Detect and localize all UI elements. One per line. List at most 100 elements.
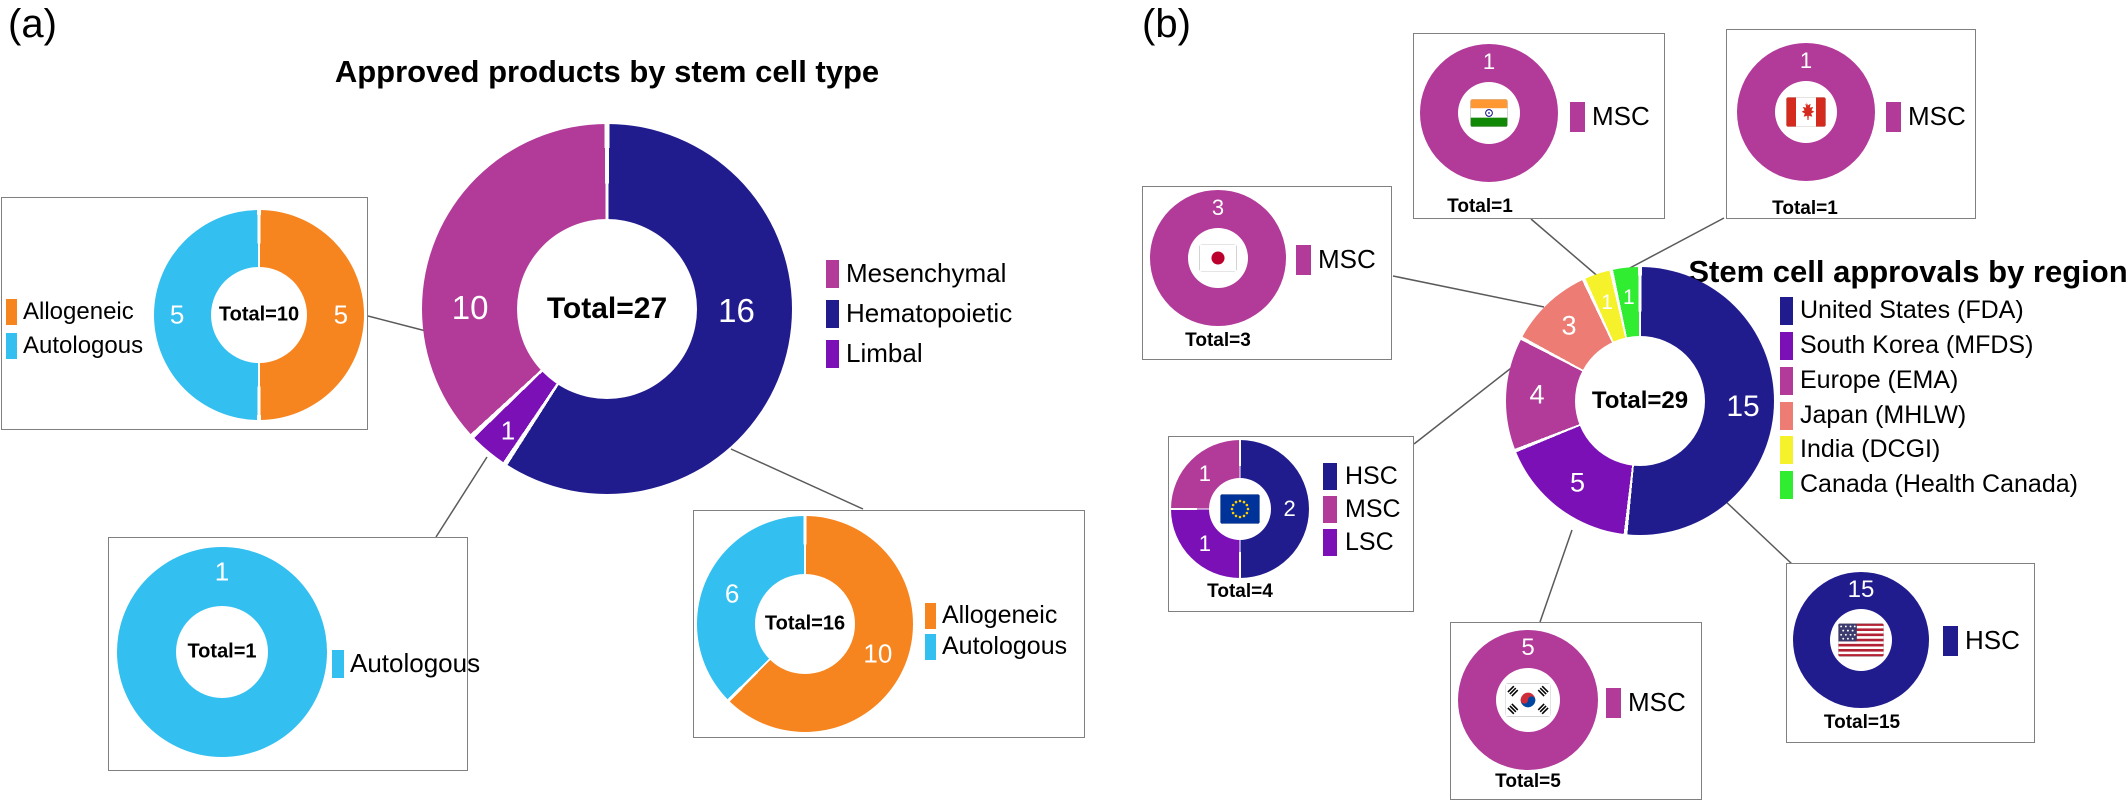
legend-item-msc: MSC	[1570, 101, 1650, 132]
legend-item-autologous: Autologous	[332, 648, 480, 679]
mesenchymal-source-donut: Total=10 5 5	[154, 210, 364, 420]
legend-label: Mesenchymal	[846, 258, 1007, 288]
japan-flag-icon	[1199, 244, 1237, 272]
legend-item-south-korea: South Korea (MFDS)	[1780, 331, 2033, 360]
canada-donut: 1	[1737, 43, 1875, 181]
legend-label: India (DCGI)	[1800, 435, 1941, 463]
panel-b-title: Stem cell approvals by region	[1688, 254, 2128, 289]
segment-value-label: 10	[863, 638, 893, 669]
panel-a-title: Approved products by stem cell type	[334, 54, 880, 89]
segment-value-label: 4	[1529, 379, 1545, 410]
legend-swatch	[826, 339, 839, 368]
legend-item-india: India (DCGI)	[1780, 435, 1940, 464]
segment-value-label: 5	[1570, 467, 1586, 498]
connector-line	[1392, 275, 1545, 308]
legend-swatch	[826, 299, 839, 328]
legend-label: MSC	[1592, 101, 1650, 131]
donut-total-label: Total=1	[187, 640, 257, 663]
donut-total-label: Total=29	[1591, 387, 1689, 414]
segment-value-label: 1	[1198, 460, 1211, 486]
legend-label: HSC	[1345, 462, 1398, 490]
segment-value-label: 1	[214, 556, 230, 587]
legend-swatch	[6, 333, 17, 359]
donut-total-label: Total=27	[546, 292, 668, 325]
segment-value-label: 1	[1601, 291, 1613, 315]
legend-swatch	[1570, 101, 1585, 132]
legend-label: Japan (MHLW)	[1800, 401, 1967, 429]
japan-donut: 3	[1150, 190, 1286, 326]
connector-line	[1413, 364, 1516, 445]
united-states-donut: 15	[1793, 572, 1929, 708]
legend-item-msc: MSC	[1886, 101, 1966, 132]
segment-value-label: 5	[169, 299, 185, 330]
segment-value-label: 3	[1211, 194, 1225, 220]
total-label-south-korea: Total=5	[1495, 771, 1561, 792]
legend-swatch	[826, 259, 839, 288]
legend-swatch	[332, 649, 344, 678]
donut-total-label: Total=10	[218, 303, 300, 326]
legend-item-allogeneic: Allogeneic	[6, 298, 134, 326]
segment-value-label: 5	[1521, 634, 1535, 662]
legend-label: MSC	[1908, 101, 1966, 131]
segment-value-label: 2	[1283, 496, 1296, 521]
legend-label: Autologous	[350, 648, 481, 678]
legend-item-canada: Canada (Health Canada)	[1780, 470, 2078, 499]
south-korea-donut: 5	[1458, 630, 1598, 770]
legend-label: Canada (Health Canada)	[1800, 470, 2078, 498]
india-donut: 1	[1420, 44, 1558, 182]
legend-item-europe: Europe (EMA)	[1780, 366, 1958, 395]
total-label-canada: Total=1	[1772, 198, 1838, 219]
legend-swatch	[6, 299, 17, 325]
legend-swatch	[1780, 435, 1793, 464]
segment-value-label: 1	[500, 415, 516, 446]
total-label-united-states: Total=15	[1823, 712, 1901, 733]
legend-item-msc: MSC	[1323, 495, 1401, 524]
limbal-source-donut: Total=1 1	[117, 547, 327, 757]
panel-b-tag: (b)	[1142, 2, 1191, 46]
connector-line	[1721, 497, 1793, 565]
connector-line	[1530, 218, 1602, 280]
legend-swatch	[1323, 463, 1337, 490]
legend-item-united-states: United States (FDA)	[1780, 296, 2024, 325]
connector-line	[367, 315, 427, 332]
legend-label: HSC	[1965, 625, 2020, 655]
legend-item-hematopoietic: Hematopoietic	[826, 298, 1012, 329]
legend-label: Limbal	[846, 338, 923, 368]
legend-swatch	[1296, 244, 1311, 275]
legend-swatch	[1323, 529, 1337, 556]
segment-value-label: 5	[333, 299, 349, 330]
legend-item-hsc: HSC	[1943, 625, 2020, 656]
segment-value-label: 3	[1561, 310, 1577, 341]
legend-swatch	[1886, 101, 1901, 132]
legend-item-lsc: LSC	[1323, 528, 1394, 557]
segment-value-label: 15	[1847, 575, 1875, 603]
legend-swatch	[1780, 401, 1793, 430]
connector-line	[1539, 529, 1573, 623]
legend-swatch	[1606, 687, 1621, 718]
legend-item-japan: Japan (MHLW)	[1780, 401, 1966, 430]
segment-value-label: 1	[1799, 47, 1813, 73]
legend-label: Autologous	[942, 632, 1068, 660]
south-korea-flag-icon	[1505, 683, 1551, 717]
legend-label: Hematopoietic	[846, 298, 1013, 328]
connector-line	[730, 448, 864, 510]
legend-swatch	[925, 602, 936, 629]
legend-swatch	[1780, 296, 1793, 325]
legend-item-hsc: HSC	[1323, 462, 1398, 491]
legend-swatch	[925, 633, 936, 660]
stem-cell-type-donut: Total=27 16 1 10	[422, 124, 792, 494]
europe-donut: 2 1 1	[1171, 440, 1309, 578]
connector-line	[435, 456, 488, 538]
legend-label: MSC	[1318, 244, 1376, 274]
legend-item-limbal: Limbal	[826, 338, 923, 369]
segment-value-label: 10	[451, 288, 489, 326]
legend-label: Allogeneic	[23, 298, 134, 325]
segment-value-label: 6	[724, 578, 740, 609]
total-label-japan: Total=3	[1185, 330, 1251, 351]
legend-item-autologous: Autologous	[6, 332, 143, 360]
canada-flag-icon	[1786, 97, 1826, 127]
legend-item-allogeneic: Allogeneic	[925, 601, 1057, 630]
legend-item-msc: MSC	[1296, 244, 1376, 275]
segment-value-label: 15	[1726, 389, 1760, 423]
legend-label: Allogeneic	[942, 601, 1058, 629]
